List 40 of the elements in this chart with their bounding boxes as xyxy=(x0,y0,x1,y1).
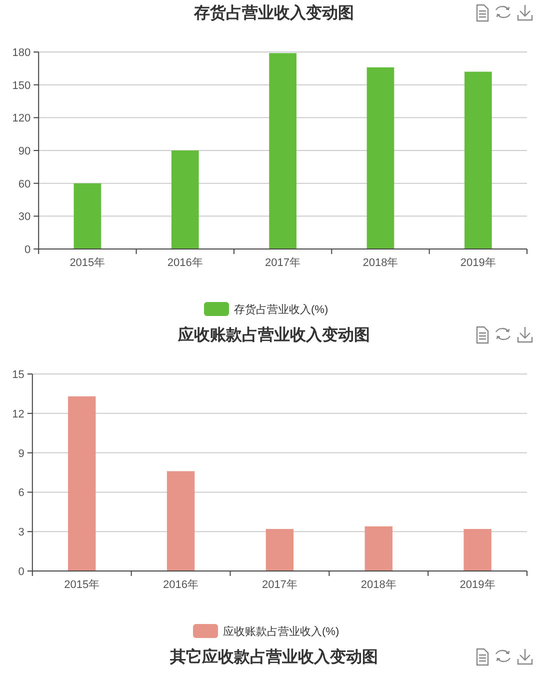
bar xyxy=(68,396,96,571)
x-tick-label: 2016年 xyxy=(163,579,199,591)
bar xyxy=(171,150,199,249)
bar xyxy=(464,72,492,249)
y-tick-label: 6 xyxy=(18,487,24,500)
y-tick-label: 60 xyxy=(18,178,31,190)
x-tick-label: 2017年 xyxy=(265,257,301,269)
y-tick-label: 120 xyxy=(12,112,31,125)
bar xyxy=(74,183,102,249)
y-tick-label: 30 xyxy=(18,211,31,224)
bar xyxy=(464,528,492,571)
legend-label: 存货占营业收入(%) xyxy=(234,303,328,316)
x-tick-label: 2015年 xyxy=(70,257,106,269)
legend-label: 应收账款占营业收入(%) xyxy=(223,625,340,638)
bar xyxy=(166,471,195,571)
legend: 存货占营业收入(%) xyxy=(204,302,328,316)
x-tick-label: 2017年 xyxy=(262,579,298,591)
x-tick-label: 2015年 xyxy=(64,579,100,591)
x-tick-label: 2019年 xyxy=(460,257,496,269)
bar xyxy=(266,528,294,571)
x-tick-label: 2018年 xyxy=(360,579,396,591)
chart-title: 存货占营业收入变动图 xyxy=(193,4,354,22)
text: 其它应收款占营业收入变动图 xyxy=(169,647,378,666)
y-tick-label: 0 xyxy=(18,566,24,578)
x-tick-label: 2018年 xyxy=(362,257,398,269)
y-tick-label: 150 xyxy=(12,80,31,92)
chart-title: 应收账款占营业收入变动图 xyxy=(177,325,370,344)
y-tick-label: 12 xyxy=(12,408,24,420)
y-tick-label: 15 xyxy=(12,369,24,381)
x-tick-label: 2016年 xyxy=(167,257,203,269)
y-tick-label: 9 xyxy=(18,448,24,460)
x-tick-label: 2019年 xyxy=(460,579,496,591)
y-tick-label: 3 xyxy=(18,526,24,539)
bar xyxy=(364,526,392,571)
y-tick-label: 0 xyxy=(24,244,31,256)
y-tick-label: 90 xyxy=(18,146,31,158)
legend: 应收账款占营业收入(%) xyxy=(193,624,340,638)
bar xyxy=(269,53,296,249)
bar xyxy=(366,67,394,249)
y-tick-label: 180 xyxy=(12,47,31,59)
